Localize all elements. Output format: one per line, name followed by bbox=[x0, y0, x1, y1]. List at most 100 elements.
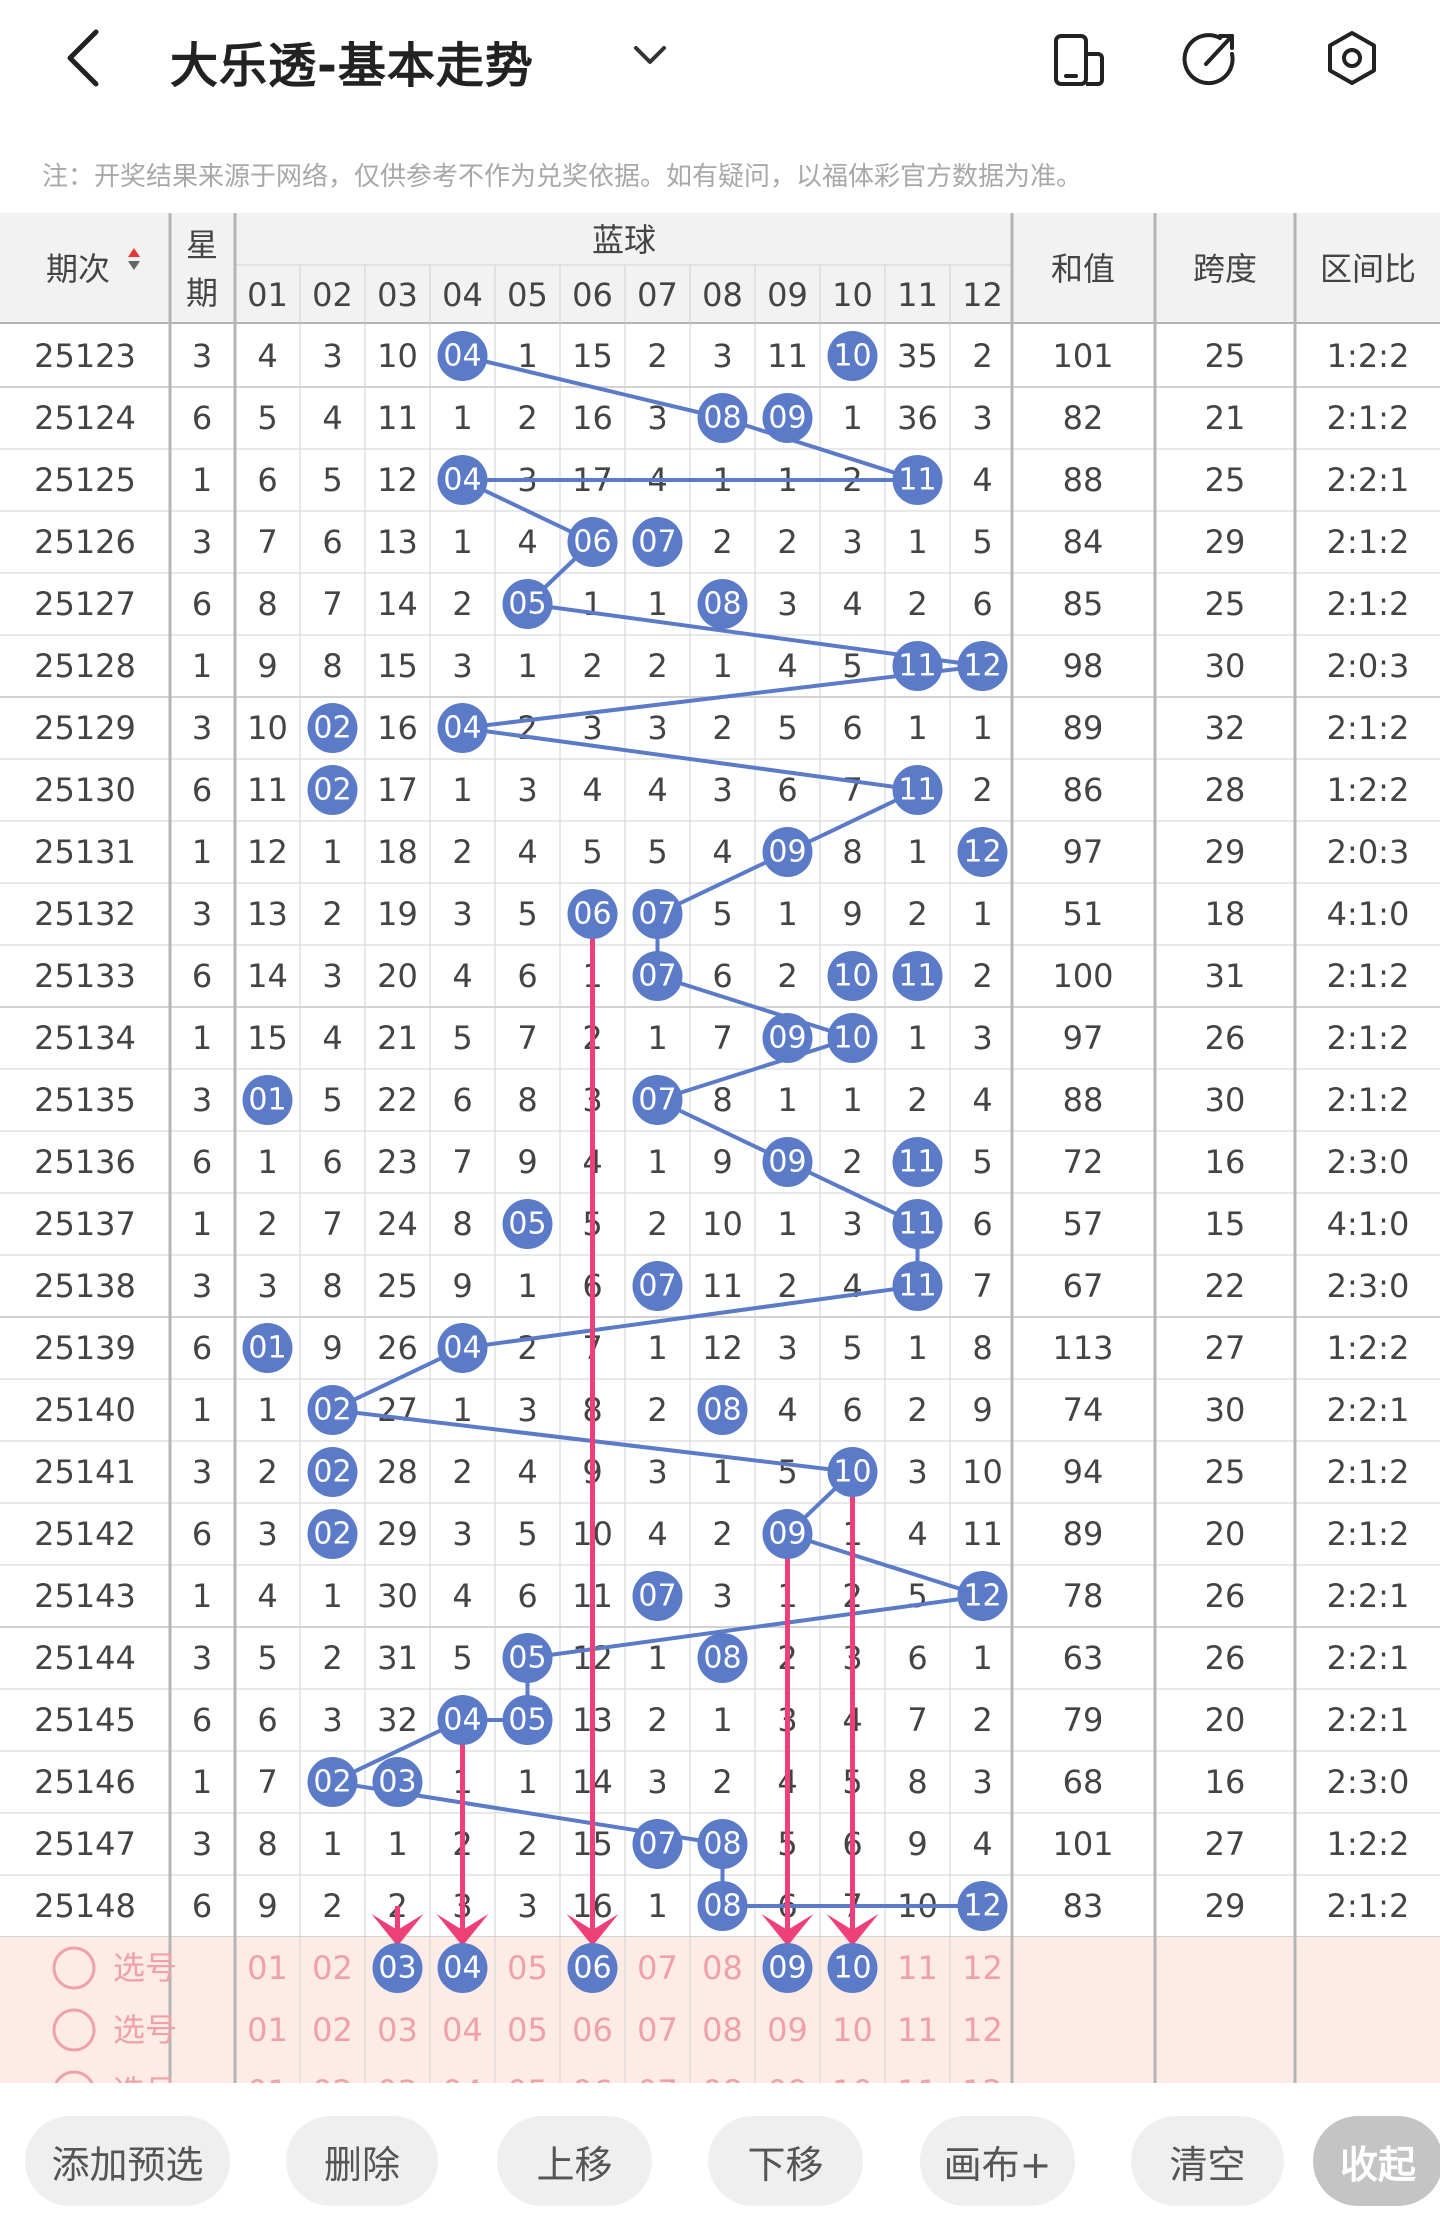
drawn-ball[interactable]: 11 bbox=[892, 951, 943, 1001]
collapse-button[interactable]: 收起 bbox=[1313, 2116, 1440, 2206]
pick-ball-option[interactable]: 02 bbox=[312, 2011, 353, 2049]
drawn-ball[interactable]: 04 bbox=[437, 703, 488, 753]
radio-icon[interactable] bbox=[54, 2070, 94, 2083]
drawn-ball[interactable]: 10 bbox=[827, 951, 878, 1001]
pick-ball-option[interactable]: 02 bbox=[312, 2073, 353, 2083]
pick-ball-option[interactable]: 08 bbox=[702, 2011, 743, 2049]
drawn-ball[interactable]: 06 bbox=[567, 517, 618, 567]
drawn-ball[interactable]: 10 bbox=[827, 1013, 878, 1063]
drawn-ball[interactable]: 07 bbox=[632, 517, 683, 567]
pick-ball-option[interactable]: 05 bbox=[507, 1949, 548, 1987]
pick-ball-option[interactable]: 04 bbox=[442, 2011, 483, 2049]
pick-ball-option[interactable]: 04 bbox=[442, 2073, 483, 2083]
drawn-ball[interactable]: 05 bbox=[502, 1199, 553, 1249]
selected-ball[interactable]: 04 bbox=[437, 1943, 488, 1993]
selected-ball[interactable]: 06 bbox=[567, 1943, 618, 1993]
page-title[interactable]: 大乐透-基本走势 bbox=[170, 38, 534, 94]
pick-ball-option[interactable]: 02 bbox=[312, 1949, 353, 1987]
drawn-ball[interactable]: 08 bbox=[697, 1385, 748, 1435]
period-header[interactable]: 期次 bbox=[46, 250, 110, 288]
drawn-ball[interactable]: 11 bbox=[892, 1199, 943, 1249]
drawn-ball[interactable]: 08 bbox=[697, 579, 748, 629]
drawn-ball[interactable]: 02 bbox=[307, 1509, 358, 1559]
drawn-ball[interactable]: 11 bbox=[892, 641, 943, 691]
drawn-ball[interactable]: 02 bbox=[307, 703, 358, 753]
drawn-ball[interactable]: 09 bbox=[762, 1137, 813, 1187]
pick-ball-option[interactable]: 05 bbox=[507, 2011, 548, 2049]
drawn-ball[interactable]: 11 bbox=[892, 1261, 943, 1311]
drawn-ball[interactable]: 08 bbox=[697, 393, 748, 443]
pick-ball-option[interactable]: 03 bbox=[377, 2011, 418, 2049]
pick-ball-option[interactable]: 11 bbox=[897, 2073, 938, 2083]
pick-ball-option[interactable]: 01 bbox=[247, 1949, 288, 1987]
drawn-ball[interactable]: 04 bbox=[437, 455, 488, 505]
pick-ball-option[interactable]: 11 bbox=[897, 2011, 938, 2049]
selected-ball[interactable]: 03 bbox=[372, 1943, 423, 1993]
pick-ball-option[interactable]: 10 bbox=[832, 2011, 873, 2049]
drawn-ball[interactable]: 02 bbox=[307, 765, 358, 815]
drawn-ball[interactable]: 12 bbox=[957, 827, 1008, 877]
drawn-ball[interactable]: 12 bbox=[957, 641, 1008, 691]
drawn-ball[interactable]: 07 bbox=[632, 951, 683, 1001]
pick-ball-option[interactable]: 11 bbox=[897, 1949, 938, 1987]
drawn-ball[interactable]: 10 bbox=[827, 331, 878, 381]
drawn-ball[interactable]: 08 bbox=[697, 1633, 748, 1683]
drawn-ball[interactable]: 11 bbox=[892, 455, 943, 505]
pick-ball-option[interactable]: 12 bbox=[962, 1949, 1003, 1987]
pick-ball-option[interactable]: 06 bbox=[572, 2011, 613, 2049]
drawn-ball[interactable]: 07 bbox=[632, 1819, 683, 1869]
pick-ball-option[interactable]: 12 bbox=[962, 2073, 1003, 2083]
drawn-ball[interactable]: 02 bbox=[307, 1385, 358, 1435]
pick-ball-option[interactable]: 06 bbox=[572, 2073, 613, 2083]
drawn-ball[interactable]: 10 bbox=[827, 1447, 878, 1497]
drawn-ball[interactable]: 02 bbox=[307, 1757, 358, 1807]
pick-ball-option[interactable]: 10 bbox=[832, 2073, 873, 2083]
delete-button[interactable]: 删除 bbox=[286, 2116, 438, 2206]
pick-ball-option[interactable]: 07 bbox=[637, 2011, 678, 2049]
drawn-ball[interactable]: 01 bbox=[242, 1323, 293, 1373]
drawn-ball[interactable]: 09 bbox=[762, 827, 813, 877]
drawn-ball[interactable]: 04 bbox=[437, 331, 488, 381]
pick-ball-option[interactable]: 09 bbox=[767, 2073, 808, 2083]
drawn-ball[interactable]: 02 bbox=[307, 1447, 358, 1497]
pick-ball-option[interactable]: 07 bbox=[637, 1949, 678, 1987]
phone-layout-icon[interactable] bbox=[1048, 30, 1108, 90]
radio-icon[interactable] bbox=[52, 2008, 96, 2052]
pick-ball-option[interactable]: 05 bbox=[507, 2073, 548, 2083]
pick-ball-option[interactable]: 03 bbox=[377, 2073, 418, 2083]
move-up-button[interactable]: 上移 bbox=[497, 2116, 652, 2206]
drawn-ball[interactable]: 12 bbox=[957, 1881, 1008, 1931]
pick-ball-option[interactable]: 08 bbox=[702, 2073, 743, 2083]
share-icon[interactable] bbox=[1180, 28, 1240, 88]
radio-icon[interactable] bbox=[52, 1946, 96, 1990]
sort-down-icon[interactable] bbox=[128, 261, 140, 270]
pick-ball-option[interactable]: 08 bbox=[702, 1949, 743, 1987]
pick-ball-option[interactable]: 09 bbox=[767, 2011, 808, 2049]
clear-button[interactable]: 清空 bbox=[1131, 2116, 1284, 2206]
drawn-ball[interactable]: 11 bbox=[892, 765, 943, 815]
chevron-down-icon[interactable] bbox=[630, 36, 670, 76]
drawn-ball[interactable]: 09 bbox=[762, 1013, 813, 1063]
drawn-ball[interactable]: 07 bbox=[632, 1261, 683, 1311]
add-preselect-button[interactable]: 添加预选 bbox=[25, 2116, 230, 2206]
sort-up-icon[interactable] bbox=[128, 248, 140, 257]
drawn-ball[interactable]: 12 bbox=[957, 1571, 1008, 1621]
back-arrow-icon[interactable] bbox=[60, 28, 110, 88]
drawn-ball[interactable]: 09 bbox=[762, 393, 813, 443]
drawn-ball[interactable]: 06 bbox=[567, 889, 618, 939]
drawn-ball[interactable]: 01 bbox=[242, 1075, 293, 1125]
drawn-ball[interactable]: 04 bbox=[437, 1323, 488, 1373]
pick-ball-option[interactable]: 01 bbox=[247, 2011, 288, 2049]
canvas-add-button[interactable]: 画布+ bbox=[920, 2116, 1075, 2206]
drawn-ball[interactable]: 08 bbox=[697, 1881, 748, 1931]
selected-ball[interactable]: 10 bbox=[827, 1943, 878, 1993]
drawn-ball[interactable]: 05 bbox=[502, 579, 553, 629]
drawn-ball[interactable]: 07 bbox=[632, 1075, 683, 1125]
settings-icon[interactable] bbox=[1322, 28, 1382, 88]
drawn-ball[interactable]: 07 bbox=[632, 889, 683, 939]
drawn-ball[interactable]: 05 bbox=[502, 1633, 553, 1683]
drawn-ball[interactable]: 09 bbox=[762, 1509, 813, 1559]
drawn-ball[interactable]: 11 bbox=[892, 1137, 943, 1187]
pick-ball-option[interactable]: 12 bbox=[962, 2011, 1003, 2049]
selected-ball[interactable]: 09 bbox=[762, 1943, 813, 1993]
